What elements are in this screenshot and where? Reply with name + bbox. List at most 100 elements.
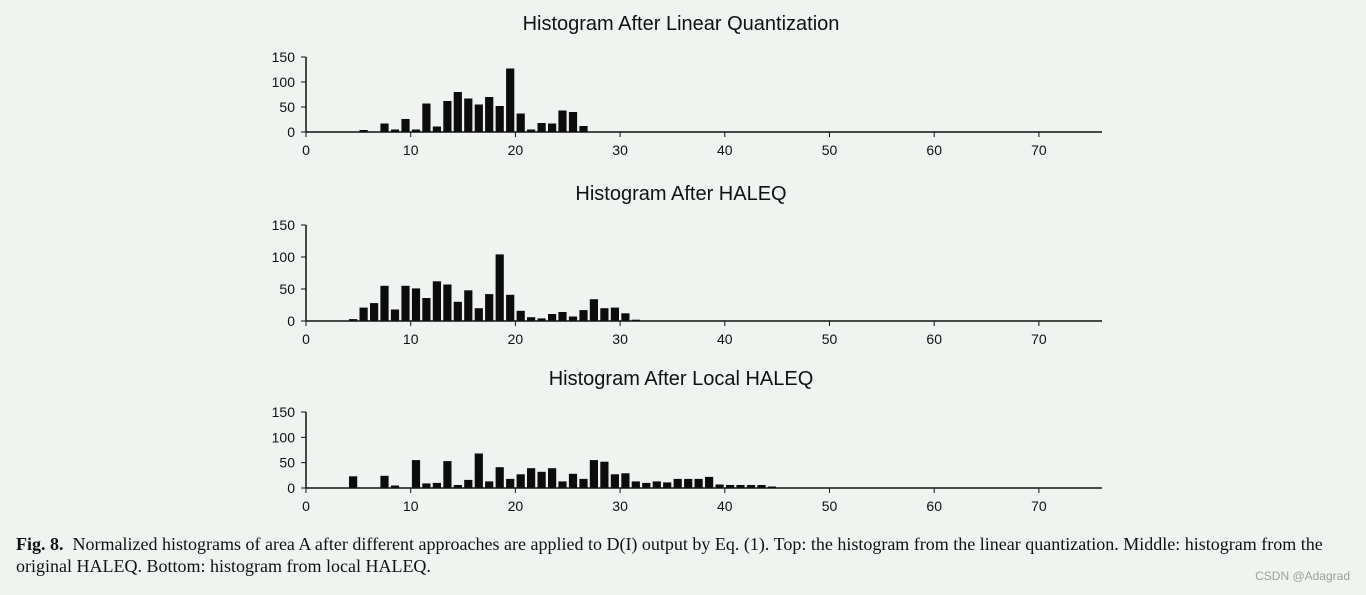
y-tick-label: 150 bbox=[272, 404, 296, 420]
x-tick-label: 20 bbox=[508, 498, 524, 514]
x-tick-label: 50 bbox=[822, 331, 838, 347]
histogram-bar bbox=[390, 485, 400, 488]
histogram-bar bbox=[401, 285, 410, 321]
x-tick-label: 40 bbox=[717, 498, 733, 514]
histogram-bar bbox=[600, 461, 609, 488]
chart-title: Histogram After HALEQ bbox=[575, 183, 786, 205]
histogram-bar bbox=[589, 460, 598, 488]
histogram-bar bbox=[642, 482, 651, 488]
histogram-bar bbox=[516, 474, 525, 488]
x-tick-label: 70 bbox=[1031, 142, 1047, 158]
x-tick-label: 10 bbox=[403, 498, 419, 514]
histogram-bar bbox=[464, 98, 473, 132]
histogram-bar bbox=[411, 460, 421, 488]
histogram-bar bbox=[746, 485, 756, 488]
x-tick-label: 60 bbox=[926, 498, 942, 514]
histogram-bar bbox=[380, 285, 389, 321]
histogram-bar bbox=[516, 310, 525, 321]
histogram-bar bbox=[422, 103, 431, 132]
histogram-bar bbox=[527, 129, 536, 132]
chart-haleq: Histogram After HALEQ 0 50 100 150 0 10 20 30 40 5… bbox=[272, 183, 1102, 347]
histogram-bar bbox=[726, 485, 735, 488]
histogram-bar bbox=[548, 468, 557, 488]
x-tick-label: 10 bbox=[403, 142, 419, 158]
x-tick-label: 30 bbox=[612, 331, 628, 347]
x-tick-label: 20 bbox=[508, 331, 524, 347]
caption-text: Normalized histograms of area A after di… bbox=[16, 534, 1323, 576]
x-tick-label: 20 bbox=[508, 142, 524, 158]
histogram-bar bbox=[443, 101, 452, 132]
histogram-bar bbox=[443, 284, 452, 321]
chart-title: Histogram After Linear Quantization bbox=[523, 13, 840, 35]
chart-title: Histogram After Local HALEQ bbox=[549, 368, 814, 390]
x-tick-label: 50 bbox=[822, 498, 838, 514]
histogram-bar bbox=[558, 110, 567, 132]
histogram-bar bbox=[411, 129, 421, 132]
x-tick-label: 30 bbox=[612, 142, 628, 158]
histogram-bar bbox=[579, 310, 588, 321]
histogram-bar bbox=[516, 113, 525, 132]
y-tick-label: 0 bbox=[287, 124, 295, 140]
x-tick-label: 40 bbox=[717, 331, 733, 347]
histogram-bar bbox=[432, 482, 441, 488]
histogram-bar bbox=[453, 485, 462, 488]
histogram-bar bbox=[579, 478, 588, 488]
histogram-bar bbox=[506, 294, 515, 321]
figure-label: Fig. 8. bbox=[16, 534, 64, 554]
y-tick-label: 50 bbox=[279, 455, 295, 471]
x-tick-label: 30 bbox=[612, 498, 628, 514]
histogram-bar bbox=[558, 481, 567, 488]
histogram-bar bbox=[600, 308, 609, 321]
histogram-bar bbox=[506, 478, 515, 488]
histogram-bar bbox=[537, 471, 546, 488]
x-tick-label: 50 bbox=[822, 142, 838, 158]
histogram-bar bbox=[474, 104, 483, 132]
histogram-bar bbox=[453, 301, 462, 321]
histogram-bar bbox=[485, 97, 494, 132]
histogram-bar bbox=[568, 316, 578, 321]
histogram-bar bbox=[432, 281, 441, 321]
histogram-bar bbox=[464, 290, 473, 321]
histogram-bar bbox=[537, 123, 546, 132]
histogram-bar bbox=[443, 461, 452, 488]
x-tick-label: 70 bbox=[1031, 331, 1047, 347]
x-tick-label: 0 bbox=[302, 331, 310, 347]
histogram-bar bbox=[370, 303, 379, 321]
y-tick-label: 150 bbox=[272, 49, 296, 65]
x-tick-label: 0 bbox=[302, 498, 310, 514]
histogram-bar bbox=[684, 478, 693, 488]
histogram-bar bbox=[621, 473, 630, 488]
histogram-bar bbox=[359, 307, 368, 321]
histogram-bar bbox=[715, 484, 724, 488]
figure-histograms: Histogram After Linear Quantization 0 50 10… bbox=[272, 13, 1102, 514]
histogram-bar bbox=[495, 467, 504, 488]
histogram-bar bbox=[694, 478, 703, 488]
chart-local-haleq: Histogram After Local HALEQ 0 50 100 150 0 10 2… bbox=[272, 368, 1102, 514]
histogram-bar bbox=[610, 474, 619, 488]
histogram-bar bbox=[474, 453, 483, 488]
histogram-bar bbox=[464, 479, 473, 488]
histogram-bar bbox=[663, 482, 672, 488]
histogram-bar bbox=[558, 312, 567, 321]
histogram-bar bbox=[432, 126, 441, 132]
histogram-bar bbox=[757, 485, 766, 488]
histogram-bar bbox=[736, 485, 745, 488]
histogram-bar bbox=[495, 254, 504, 321]
y-tick-label: 50 bbox=[279, 281, 295, 297]
histogram-bar bbox=[422, 483, 431, 488]
histogram-bar bbox=[485, 294, 494, 321]
x-tick-label: 10 bbox=[403, 331, 419, 347]
histogram-bar bbox=[453, 92, 462, 132]
figure-caption: Fig. 8. Normalized histograms of area A … bbox=[16, 533, 1361, 577]
histogram-bar bbox=[380, 123, 389, 132]
y-tick-label: 50 bbox=[279, 99, 295, 115]
y-tick-label: 0 bbox=[287, 313, 295, 329]
histogram-bar bbox=[506, 68, 515, 132]
histogram-bar bbox=[411, 288, 421, 321]
chart-linear-quantization: Histogram After Linear Quantization 0 50 10… bbox=[272, 13, 1102, 158]
histogram-bar bbox=[537, 318, 546, 321]
histogram-bar bbox=[673, 478, 682, 488]
histogram-bar bbox=[527, 468, 536, 488]
histogram-bar bbox=[652, 481, 661, 488]
histogram-bar bbox=[474, 308, 483, 321]
